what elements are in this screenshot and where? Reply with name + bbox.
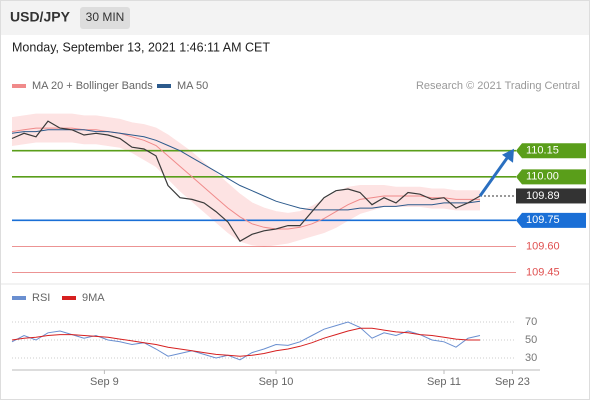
legend-label: 9MA [82,292,105,304]
legend-swatch [12,84,26,88]
legend-swatch [157,84,171,88]
bollinger-lower [11,141,480,247]
level-label: 109.45 [526,266,560,278]
price-label-box [516,188,586,204]
target-arrow [478,155,510,197]
legend-swatch [62,296,76,300]
legend-label: MA 20 + Bollinger Bands [32,80,153,92]
price-label: 109.89 [526,190,560,202]
interval-label[interactable]: 30 MIN [86,10,125,24]
credit: Research © 2021 Trading Central [416,80,580,92]
x-tick-label: Sep 10 [259,376,294,388]
interval-button[interactable] [80,7,130,29]
legend-swatch [12,296,26,300]
level-label: 109.60 [526,240,560,252]
rsi-tick-label: 50 [525,334,537,346]
x-tick-label: Sep 9 [90,376,119,388]
ma20-line [11,127,480,230]
level-tag [516,212,586,228]
rsi-tick-label: 70 [525,316,537,328]
bollinger-upper [11,113,480,214]
level-tag [516,169,586,185]
level-tag [516,143,586,159]
level-label: 110.15 [526,145,559,157]
legend-label: MA 50 [177,80,208,92]
rsi-line [11,327,480,357]
price-line [11,120,481,243]
level-label: 110.00 [526,171,559,183]
ma50-line [11,129,481,211]
bollinger-fill [12,114,480,247]
x-tick-label: Sep 23 [495,376,530,388]
rsi-tick-label: 30 [525,352,537,364]
timestamp: Monday, September 13, 2021 1:46:11 AM CE… [12,40,270,54]
target-arrowhead [502,148,514,163]
level-label: 109.75 [526,214,560,226]
x-tick-label: Sep 11 [427,376,461,388]
legend-label: RSI [32,292,50,304]
chart-title: USD/JPY [10,9,71,25]
